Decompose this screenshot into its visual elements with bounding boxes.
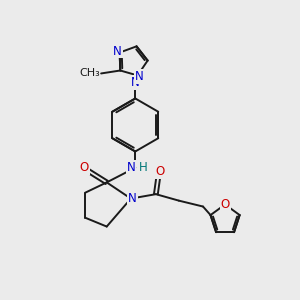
Text: O: O <box>156 165 165 178</box>
Text: CH₃: CH₃ <box>79 68 100 78</box>
Text: N: N <box>131 76 140 89</box>
Text: O: O <box>80 161 89 174</box>
Text: N: N <box>128 192 137 205</box>
Text: N: N <box>113 44 122 58</box>
Text: O: O <box>220 198 230 211</box>
Text: H: H <box>139 161 148 174</box>
Text: N: N <box>127 161 135 174</box>
Text: N: N <box>135 70 143 83</box>
